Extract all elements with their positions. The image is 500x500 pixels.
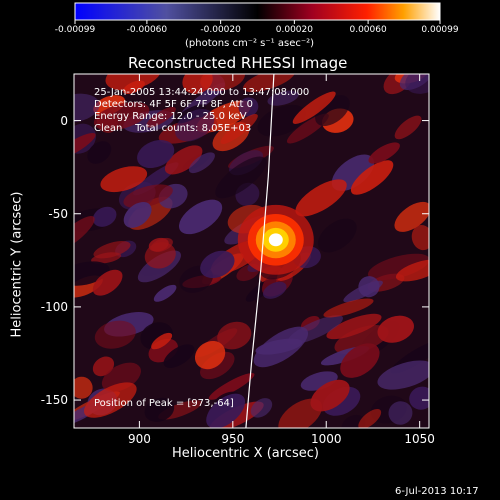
emission-blob bbox=[250, 398, 273, 418]
emission-blob bbox=[215, 156, 267, 199]
emission-blob bbox=[217, 321, 252, 350]
emission-blob bbox=[377, 360, 429, 390]
y-tick-label: -150 bbox=[40, 393, 68, 408]
emission-blob bbox=[91, 252, 122, 264]
emission-blob bbox=[74, 93, 100, 123]
colorbar-unit-label: (photons cm⁻² s⁻¹ asec⁻²) bbox=[185, 38, 315, 49]
emission-blob bbox=[377, 315, 414, 343]
x-axis-label: Heliocentric X (arcsec) bbox=[172, 446, 319, 461]
emission-blob bbox=[310, 379, 350, 412]
emission-blob bbox=[100, 166, 148, 193]
emission-blob bbox=[350, 160, 394, 195]
emission-blob bbox=[148, 237, 169, 252]
emission-blob bbox=[243, 74, 296, 93]
clean-counts-label: Clean Total counts: 8.05E+03 bbox=[94, 123, 252, 134]
peak-position-label: Position of Peak = [973,-64] bbox=[94, 398, 234, 409]
emission-blob bbox=[164, 145, 203, 175]
y-tick-label: -100 bbox=[40, 299, 68, 314]
emission-blob bbox=[358, 276, 380, 298]
emission-blob bbox=[137, 140, 175, 169]
emission-blob bbox=[287, 315, 343, 345]
x-tick-label: 900 bbox=[127, 432, 151, 446]
axis-ticks bbox=[74, 74, 429, 428]
emission-blob bbox=[92, 269, 123, 296]
emission-blob bbox=[323, 298, 374, 318]
emission-pattern bbox=[74, 74, 429, 428]
emission-blob bbox=[367, 253, 429, 281]
emission-blob bbox=[151, 332, 173, 350]
emission-blob bbox=[153, 284, 177, 302]
emission-blob bbox=[74, 376, 93, 399]
emission-blob bbox=[292, 91, 336, 124]
chart-title: Reconstructed RHESSI Image bbox=[128, 54, 348, 72]
emission-blob bbox=[394, 115, 422, 140]
x-tick-label: 950 bbox=[221, 432, 245, 446]
emission-blob bbox=[255, 338, 303, 355]
emission-blob bbox=[394, 201, 429, 232]
emission-blob bbox=[163, 344, 195, 368]
emission-blob bbox=[200, 74, 245, 92]
emission-blob bbox=[395, 259, 429, 282]
emission-blob bbox=[146, 106, 176, 128]
detectors-label: Detectors: 4F 5F 6F 7F 8F, Att 0 bbox=[94, 99, 254, 110]
emission-blob bbox=[334, 325, 389, 355]
emission-blob bbox=[92, 206, 117, 227]
emission-blob bbox=[188, 152, 215, 174]
solar-limb-line bbox=[245, 74, 275, 428]
emission-blob bbox=[74, 132, 96, 160]
emission-blob bbox=[123, 184, 173, 209]
image-area bbox=[74, 74, 429, 428]
emission-blob bbox=[87, 141, 112, 164]
date-stamp: 6-Jul-2013 10:17 bbox=[395, 486, 479, 497]
emission-blob bbox=[411, 224, 429, 251]
y-tick-label: 0 bbox=[60, 113, 68, 128]
emission-blob bbox=[238, 97, 259, 117]
emission-blob bbox=[178, 199, 223, 235]
emission-blob bbox=[105, 74, 162, 91]
emission-blob bbox=[144, 397, 175, 422]
plot-frame bbox=[73, 73, 430, 429]
colorbar-tick-label: -0.00020 bbox=[200, 25, 241, 35]
peak-source bbox=[268, 233, 283, 247]
emission-blob bbox=[295, 179, 347, 217]
emission-blob bbox=[93, 102, 150, 131]
emission-blob bbox=[262, 281, 287, 299]
emission-blob bbox=[341, 414, 366, 428]
y-axis-label: Heliocentric Y (arcsec) bbox=[9, 191, 25, 338]
emission-blob bbox=[267, 90, 299, 106]
emission-blob bbox=[84, 382, 137, 418]
emission-blob bbox=[208, 372, 255, 400]
emission-blob bbox=[388, 401, 413, 425]
emission-blob bbox=[405, 74, 429, 94]
emission-blob bbox=[94, 320, 136, 349]
emission-blob bbox=[368, 142, 400, 164]
x-tick-label: 1050 bbox=[404, 432, 435, 446]
emission-blob bbox=[340, 343, 380, 378]
emission-blob bbox=[220, 113, 258, 145]
emission-blob bbox=[358, 408, 382, 428]
emission-blob bbox=[174, 108, 215, 142]
colorbar bbox=[74, 2, 441, 21]
colorbar-ticks bbox=[74, 20, 441, 24]
emission-blob bbox=[317, 218, 357, 253]
emission-blob bbox=[409, 386, 429, 410]
colorbar-tick-label: 0.00060 bbox=[349, 25, 387, 35]
colorbar-tick-label: -0.00099 bbox=[54, 25, 96, 35]
emission-blob bbox=[278, 398, 323, 428]
colorbar-tick-label: -0.00060 bbox=[126, 25, 168, 35]
emission-blob bbox=[200, 250, 235, 279]
colorbar-tick-label: 0.00020 bbox=[275, 25, 313, 35]
time-range-label: 25-Jan-2005 13:44:24.000 to 13:47:08.000 bbox=[94, 87, 310, 98]
energy-range-label: Energy Range: 12.0 - 25.0 keV bbox=[94, 111, 247, 122]
colorbar-tick-label: 0.00099 bbox=[421, 25, 459, 35]
x-tick-label: 1000 bbox=[310, 432, 342, 446]
y-tick-label: -50 bbox=[48, 206, 68, 221]
emission-blob bbox=[257, 104, 307, 137]
emission-blob bbox=[194, 340, 226, 370]
emission-blob bbox=[206, 393, 246, 428]
emission-blob bbox=[326, 313, 382, 340]
emission-blob bbox=[74, 261, 110, 286]
emission-blob bbox=[123, 201, 152, 228]
